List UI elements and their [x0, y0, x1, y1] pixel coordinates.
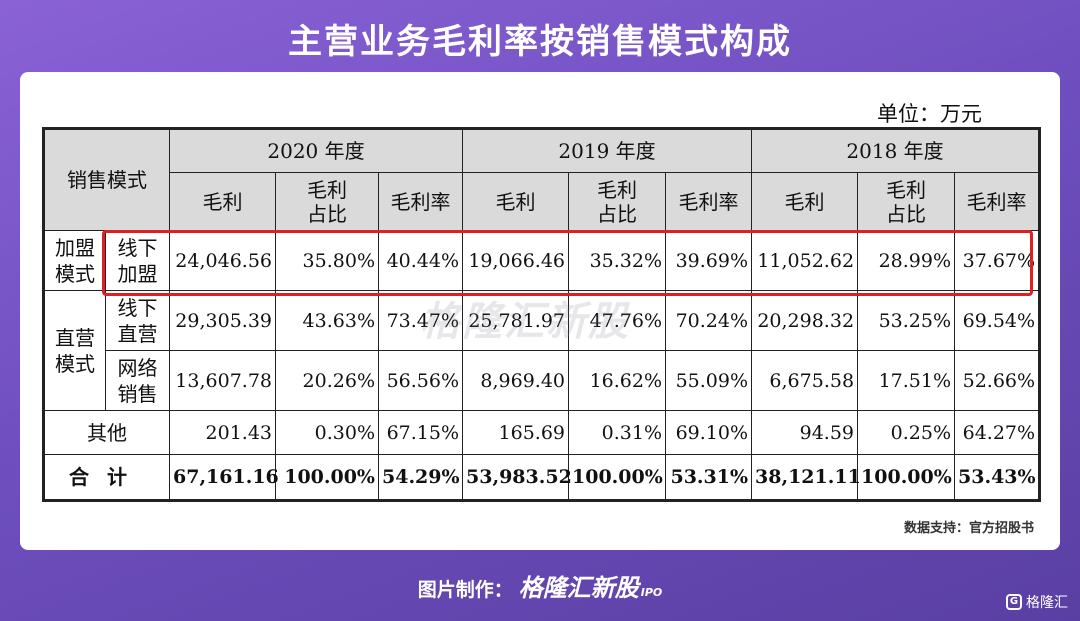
table-cell: 165.69 [462, 410, 570, 455]
table-cell: 19,066.46 [462, 230, 570, 291]
table-cell: 67,161.16 [169, 454, 279, 501]
rate-header: 毛利率 [665, 172, 753, 231]
table-row: 网络 销售 13,607.78 20.26% 56.56% 8,969.40 16… [44, 350, 1041, 411]
table-cell: 28.99% [857, 230, 956, 291]
table-cell: 40.44% [377, 230, 464, 291]
table-cell: 52.66% [954, 350, 1041, 411]
table-cell: 25,781.97 [462, 290, 570, 351]
corner-brand: 格隆汇 [1026, 595, 1068, 611]
corner-logo: G 格隆汇 [1006, 592, 1068, 612]
footer-ipo: IPO [640, 586, 663, 599]
sub-label-offline-direct: 线下 直营 [105, 290, 170, 351]
table-cell: 20.26% [275, 350, 379, 411]
table-cell: 56.56% [377, 350, 464, 411]
table-cell: 201.43 [169, 410, 276, 455]
table-cell: 20,298.32 [751, 290, 859, 351]
table-cell: 35.80% [275, 230, 379, 291]
table-cell: 0.30% [275, 410, 379, 455]
table-cell: 100.00% [275, 454, 379, 501]
table-cell: 53.31% [665, 454, 753, 501]
table-cell: 53.25% [857, 290, 956, 351]
brand-logo-icon: G [1006, 594, 1022, 610]
table-cell: 13,607.78 [169, 350, 276, 411]
table-cell: 24,046.56 [169, 230, 276, 291]
table-cell: 29,305.39 [169, 290, 276, 351]
share-header: 毛利 占比 [275, 172, 379, 231]
table-cell: 67.15% [377, 410, 464, 455]
table-cell: 0.31% [568, 410, 667, 455]
share-header: 毛利 占比 [857, 172, 956, 231]
sub-label-online: 网络 销售 [105, 350, 170, 411]
header-row-years: 销售模式 2020 年度 2019 年度 2018 年度 [43, 128, 1041, 231]
source-note: 数据支持：官方招股书 [903, 521, 1034, 536]
table-cell: 0.25% [857, 410, 956, 455]
group-label-franchise: 加盟 模式 [43, 230, 106, 291]
page-title: 主营业务毛利率按销售模式构成 [288, 22, 792, 62]
table-cell: 64.27% [954, 410, 1041, 455]
unit-label: 单位：万元 [877, 102, 982, 126]
table-cell: 100.00% [857, 454, 956, 501]
table-cell: 69.54% [954, 290, 1041, 351]
rate-header: 毛利率 [954, 172, 1041, 231]
group-label-direct: 直营 模式 [43, 290, 106, 411]
table-cell: 69.10% [665, 410, 753, 455]
table-row: 加盟 模式 线下 加盟 24,046.56 35.80% 40.44% 19,066… [43, 230, 1041, 291]
year-header-2019: 2019 年度 [462, 128, 753, 173]
footer-credit: 图片制作： 格隆汇新股 IPO [0, 568, 1080, 603]
table-cell: 94.59 [751, 410, 859, 455]
table-cell: 37.67% [954, 230, 1041, 291]
sub-label-offline-franchise: 线下 加盟 [105, 230, 170, 291]
year-header-2020: 2020 年度 [168, 128, 464, 173]
header-row-metrics: 毛利 毛利 占比 毛利率 毛利 毛利 占比 毛利率 毛利 毛利 占比 毛利率 [43, 172, 1041, 231]
table-cell: 100.00% [568, 454, 667, 501]
table-cell: 11,052.62 [751, 230, 859, 291]
year-header-2018: 2018 年度 [751, 128, 1041, 173]
table-row: 其他 201.43 0.30% 67.15% 165.69 0.31% 69.1… [43, 410, 1041, 455]
rate-header: 毛利率 [377, 172, 464, 231]
gp-header: 毛利 [751, 172, 859, 231]
share-header: 毛利 占比 [568, 172, 667, 231]
table-cell: 53,983.52 [462, 454, 572, 501]
row-label-other: 其他 [43, 410, 170, 455]
table-cell: 38,121.11 [751, 454, 861, 501]
table-row: 直营 模式 线下 直营 29,305.39 43.63% 73.47% 25,781… [43, 290, 1041, 411]
row-label-total: 合计 [43, 454, 170, 501]
corner-header: 销售模式 [43, 128, 170, 231]
footer-brand: 格隆汇新股 [518, 574, 639, 602]
table-cell: 55.09% [665, 350, 753, 411]
gross-margin-table: 销售模式 2020 年度 2019 年度 2018 年度 毛利 毛利 占比 毛利率… [42, 127, 1042, 502]
table-row-total: 合计 67,161.16 100.00% 54.29% 53,983.52 10… [43, 454, 1041, 501]
table-cell: 47.76% [568, 290, 667, 351]
footer-prefix: 图片制作： [417, 579, 513, 601]
content-card: 单位：万元 销售模式 2020 年度 2019 年度 2018 年度 毛利 毛利… [20, 72, 1060, 550]
table-cell: 16.62% [568, 350, 667, 411]
table-cell: 70.24% [665, 290, 753, 351]
table-cell: 43.63% [275, 290, 379, 351]
table-cell: 39.69% [665, 230, 753, 291]
table-cell: 8,969.40 [462, 350, 570, 411]
table-cell: 53.43% [954, 454, 1041, 501]
table-cell: 35.32% [568, 230, 667, 291]
gp-header: 毛利 [169, 172, 276, 231]
table-cell: 73.47% [377, 290, 464, 351]
table-cell: 17.51% [857, 350, 956, 411]
gp-header: 毛利 [462, 172, 570, 231]
table-cell: 6,675.58 [751, 350, 859, 411]
table-cell: 54.29% [377, 454, 464, 501]
